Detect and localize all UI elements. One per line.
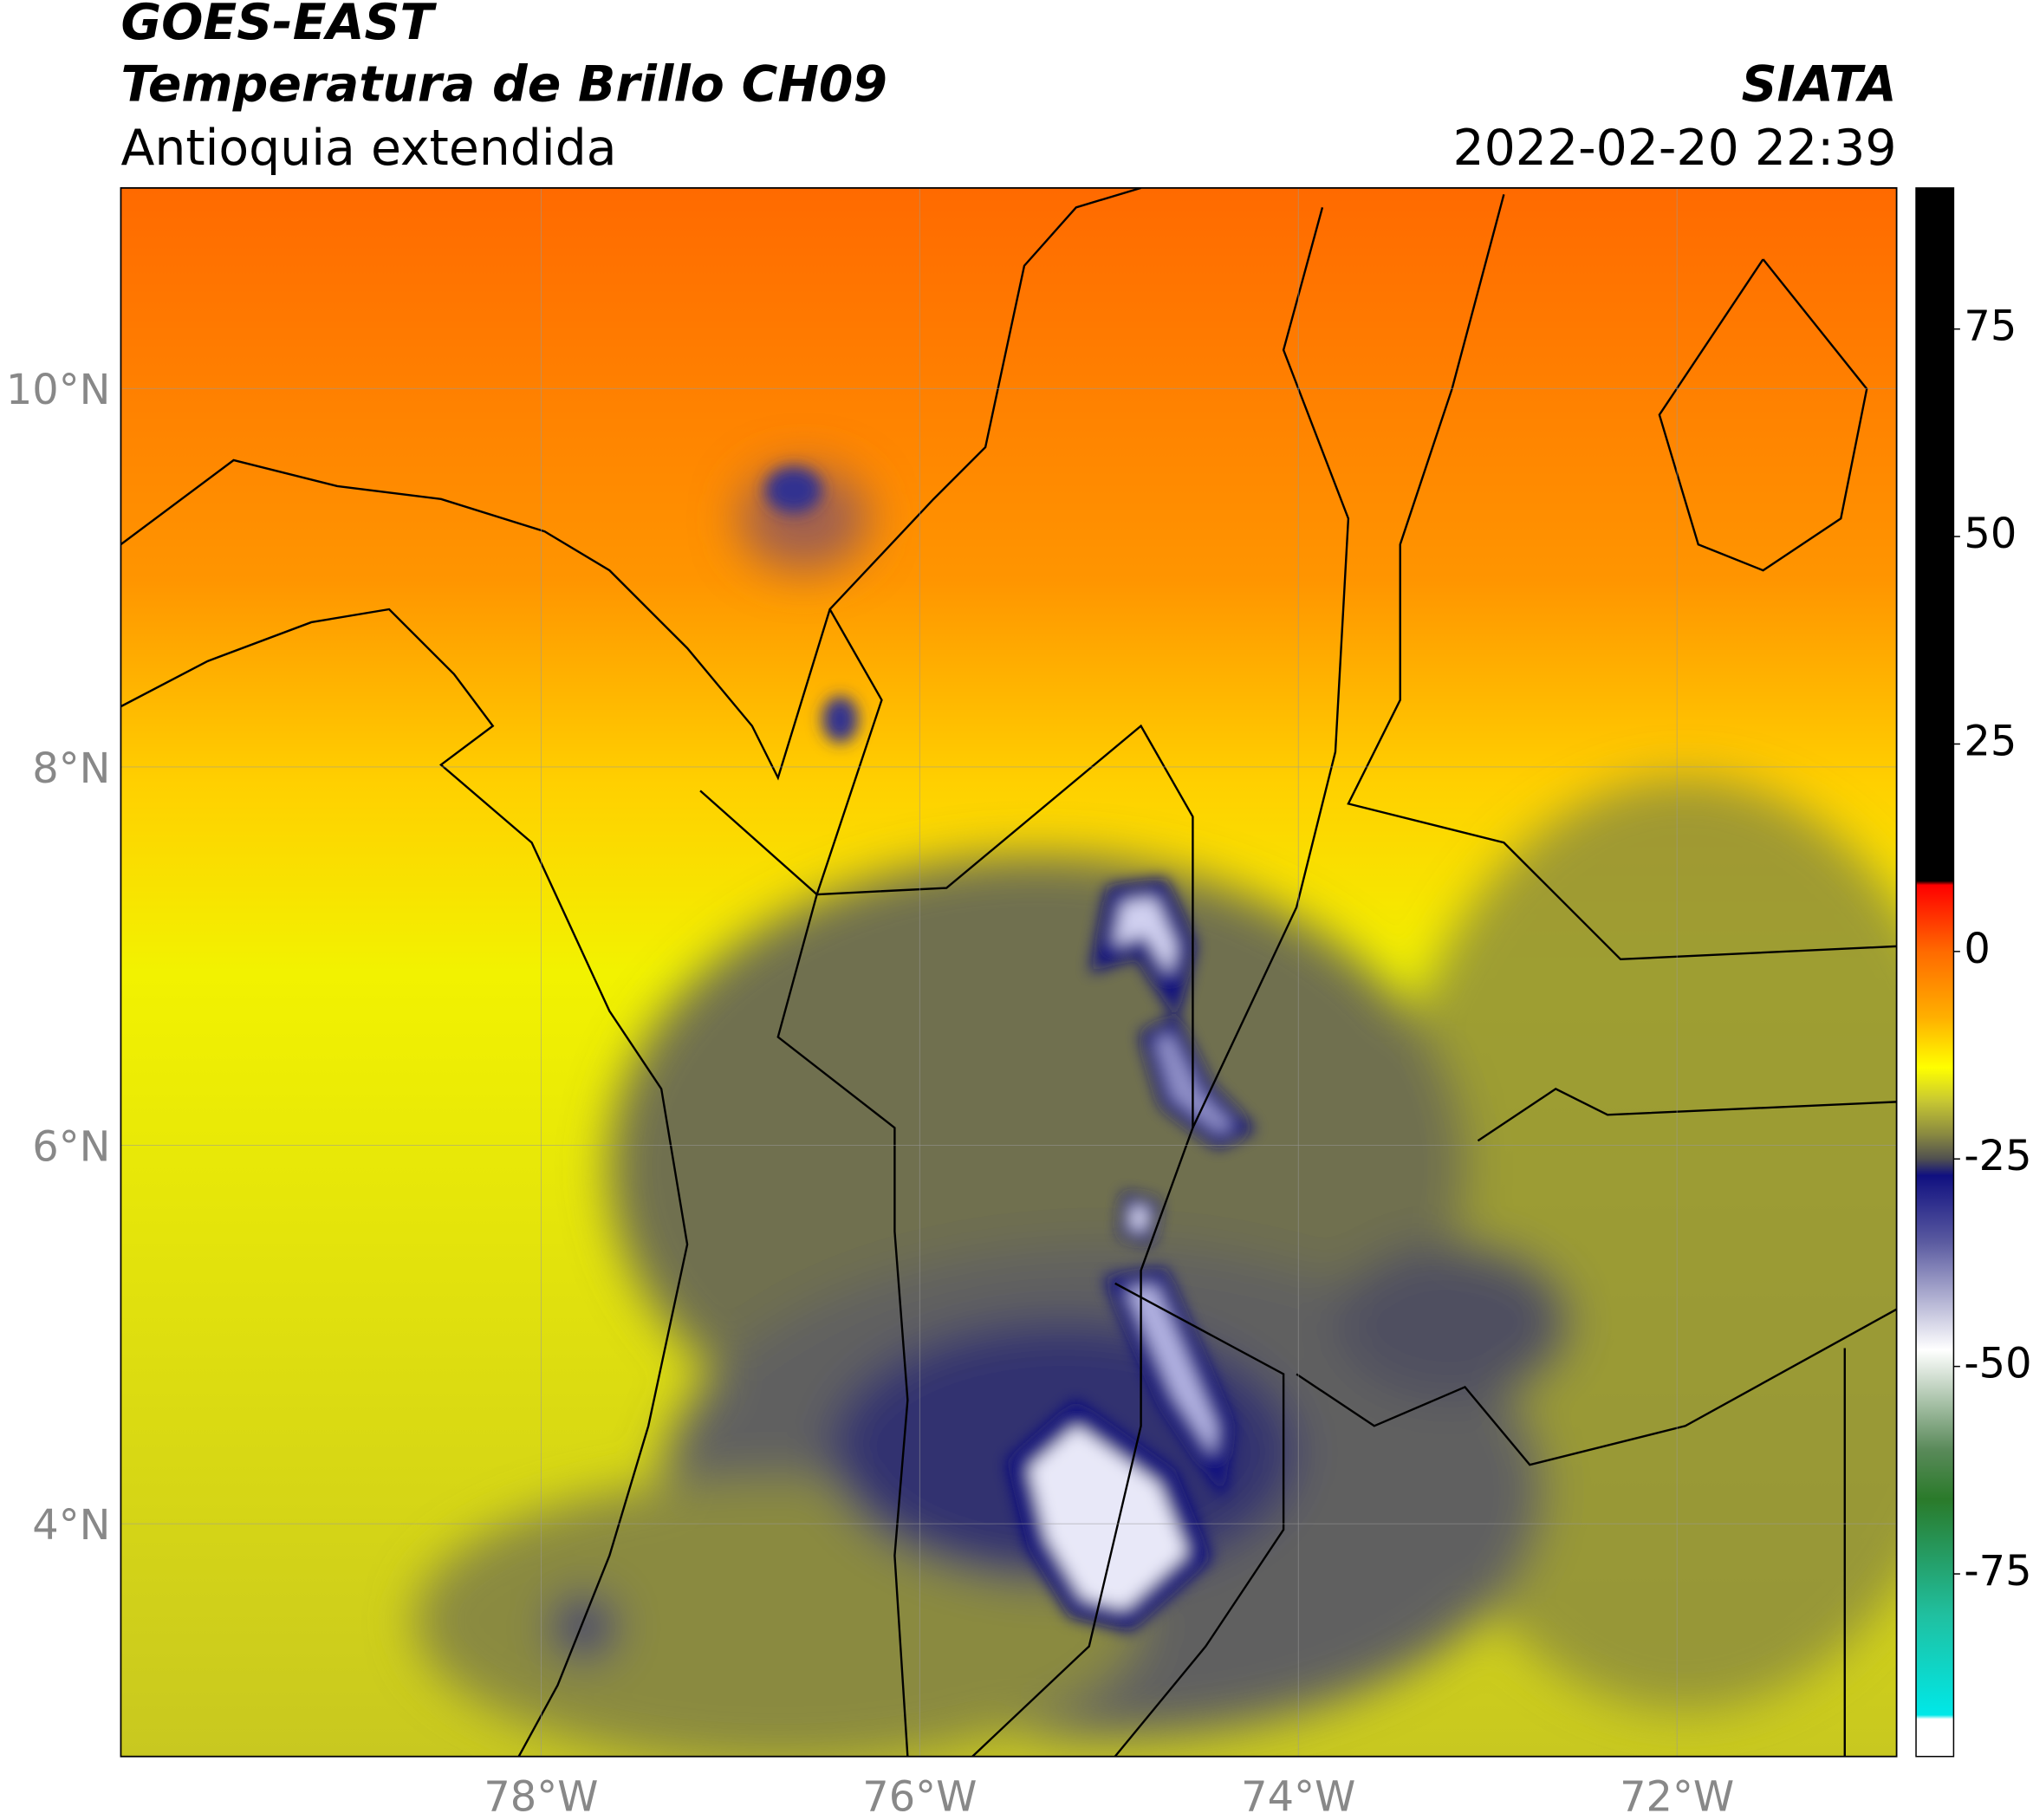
x-tick-label: 78°W (484, 1774, 598, 1820)
y-tick-label: 6°N (32, 1124, 110, 1172)
colorbar-tick-label: -75 (1964, 1548, 2031, 1596)
x-tick-label: 76°W (862, 1774, 977, 1820)
cold-cloud-tops (764, 466, 1256, 1632)
source: SIATA (1742, 56, 1897, 114)
colorbar-tick-label: 25 (1964, 718, 2017, 765)
subtitle: Temperatura de Brillo CH09 (120, 56, 887, 114)
x-tick-label: 74°W (1241, 1774, 1355, 1820)
region: Antioquia extendida (120, 120, 616, 177)
map-frame (120, 186, 1898, 1758)
datetime: 2022-02-20 22:39 (1453, 120, 1897, 177)
colorbar (1915, 187, 1955, 1758)
map-area (120, 187, 1897, 1757)
y-tick-label: 10°N (6, 367, 111, 414)
colorbar-tick-label: 0 (1964, 926, 1990, 973)
x-tick-label: 72°W (1620, 1774, 1734, 1820)
y-tick-label: 8°N (32, 745, 110, 793)
colorbar-tick-label: -25 (1964, 1133, 2031, 1180)
colorbar-tick-label: -50 (1964, 1341, 2031, 1388)
colorbar-tick-label: 75 (1964, 303, 2017, 351)
colorbar-tick-label: 50 (1964, 510, 2017, 558)
y-tick-label: 4°N (32, 1502, 110, 1550)
title: GOES-EAST (120, 0, 437, 51)
